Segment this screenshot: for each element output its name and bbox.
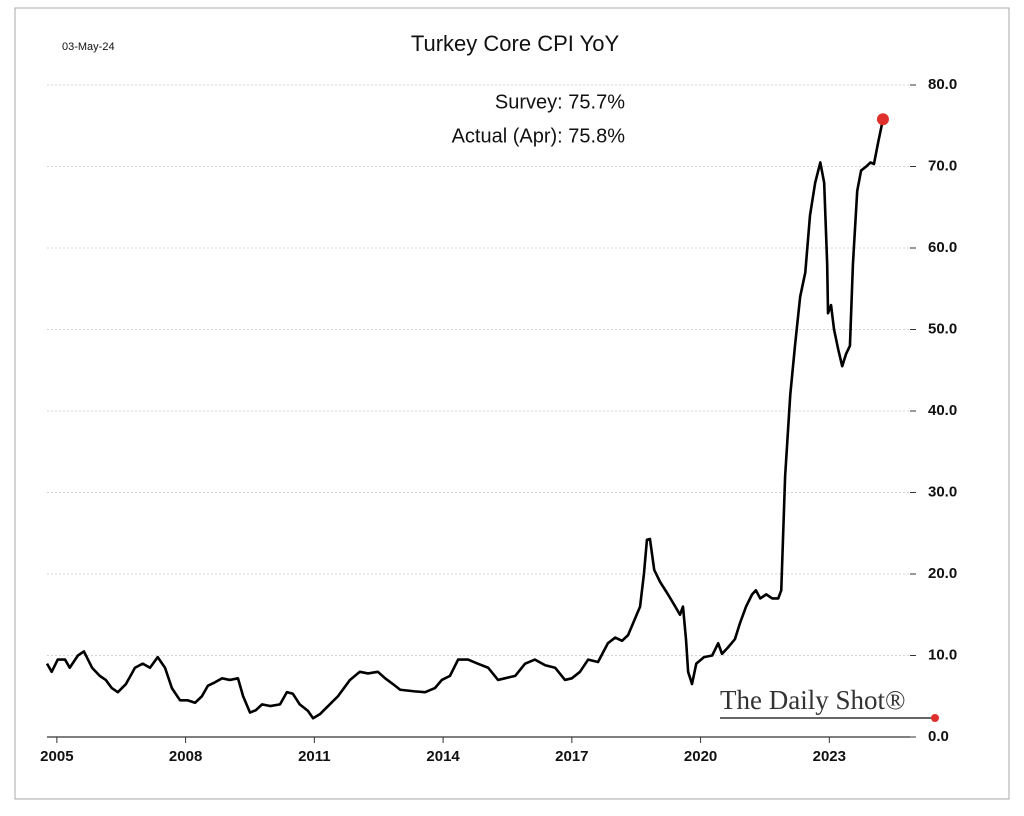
x-tick-label: 2011 <box>298 748 331 765</box>
data-line <box>45 118 885 720</box>
y-tick-label: 10.0 <box>928 646 957 663</box>
y-tick-label: 60.0 <box>928 239 957 256</box>
y-tick-label: 50.0 <box>928 320 957 337</box>
annotation: Survey: 75.7% <box>495 91 625 113</box>
x-tick-label: 2020 <box>684 748 717 765</box>
y-tick-label: 70.0 <box>928 157 957 174</box>
y-tick-label: 30.0 <box>928 483 957 500</box>
y-tick-label: 80.0 <box>928 76 957 93</box>
x-tick-label: 2023 <box>813 748 846 765</box>
y-tick-label: 20.0 <box>928 565 957 582</box>
x-tick-label: 2008 <box>169 748 202 765</box>
watermark-dot <box>931 714 939 722</box>
watermark: The Daily Shot® <box>720 685 906 715</box>
y-tick-label: 0.0 <box>928 728 949 745</box>
end-marker <box>876 113 889 126</box>
frame <box>14 7 1010 800</box>
date-label: 03-May-24 <box>62 41 115 53</box>
annotation: Actual (Apr): 75.8% <box>452 125 626 147</box>
x-tick-label: 2014 <box>426 748 460 765</box>
y-tick-label: 40.0 <box>928 402 957 419</box>
chart-title: Turkey Core CPI YoY <box>411 31 620 56</box>
x-tick-label: 2017 <box>555 748 588 765</box>
x-tick-label: 2005 <box>40 748 73 765</box>
